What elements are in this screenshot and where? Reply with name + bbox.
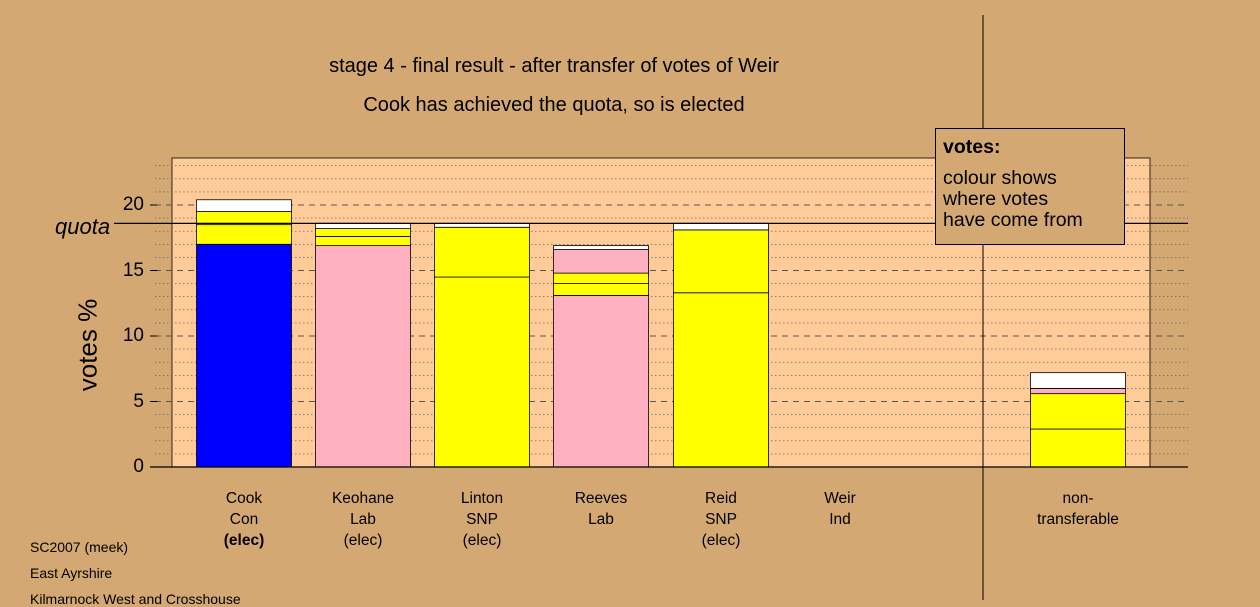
bar-segment <box>553 245 649 250</box>
quota-label: quota <box>55 214 111 239</box>
candidate-party: transferable <box>1037 511 1119 528</box>
candidate-label: non- transferable <box>1008 488 1148 530</box>
footer-line: Kilmarnock West and Crosshouse <box>30 591 241 607</box>
bar-segment <box>673 222 769 231</box>
bar-segment <box>553 272 649 284</box>
candidate-party: Con <box>229 511 259 528</box>
y-tick-label: 15 <box>122 259 144 281</box>
candidate-label: Cook Con (elec) <box>174 488 314 551</box>
bars <box>196 199 1126 468</box>
legend-box: votes: colour shows where votes have com… <box>935 128 1125 245</box>
candidate-status: (elec) <box>701 532 741 549</box>
legend-heading: votes: <box>943 136 1001 158</box>
y-tick-label: 0 <box>133 456 144 477</box>
candidate-party: Lab <box>588 511 614 528</box>
bar-segment <box>673 292 769 468</box>
y-tick-label: 20 <box>122 194 144 215</box>
bar-segment <box>673 229 769 294</box>
legend-line: colour shows <box>943 167 1057 189</box>
bar-segment <box>1030 387 1126 395</box>
chart-subtitle: Cook has achieved the quota, so is elect… <box>363 94 745 116</box>
bar-segment <box>434 226 530 278</box>
candidate-name: non- <box>1062 490 1094 507</box>
bar-segment <box>196 224 292 245</box>
bar-segment <box>315 236 411 247</box>
y-ticks <box>150 204 157 468</box>
candidate-name: Reeves <box>574 490 628 507</box>
candidate-status: (elec) <box>462 532 502 549</box>
candidate-label: Weir Ind <box>770 488 910 530</box>
legend-line: have come from <box>943 209 1083 231</box>
chart-title: stage 4 - final result - after transfer … <box>329 55 779 77</box>
y-tick-label: 5 <box>133 390 144 412</box>
candidate-label: Linton SNP (elec) <box>412 488 552 551</box>
candidate-status: (elec) <box>223 532 265 549</box>
candidate-party: Ind <box>829 511 851 528</box>
candidate-status: (elec) <box>343 532 383 549</box>
candidate-name: Keohane <box>331 490 395 507</box>
candidate-name: Reid <box>705 490 737 507</box>
y-tick-label: 10 <box>122 325 144 346</box>
bar-segment <box>553 294 649 468</box>
candidate-party: SNP <box>705 511 737 528</box>
bar-segment <box>434 276 530 468</box>
bar-segment <box>553 249 649 274</box>
bar-segment <box>315 228 411 237</box>
bar-segment <box>1030 372 1126 389</box>
candidate-name: Linton <box>460 490 504 507</box>
bar-segment <box>1030 428 1126 468</box>
candidate-label: Keohane Lab (elec) <box>293 488 433 551</box>
candidate-name: Weir <box>824 490 856 507</box>
candidate-party: Lab <box>350 511 376 528</box>
bar-segment <box>553 283 649 296</box>
footer-line: SC2007 (meek) <box>30 539 129 555</box>
candidate-name: Cook <box>225 490 263 507</box>
footer-line: East Ayrshire <box>30 565 113 581</box>
candidate-label: Reeves Lab <box>531 488 671 530</box>
candidate-label: Reid SNP (elec) <box>651 488 791 551</box>
bar-segment <box>196 243 292 468</box>
y-axis-label: votes % <box>72 298 103 392</box>
bar-segment <box>196 211 292 226</box>
bar-segment <box>315 222 411 229</box>
bar-segment <box>1030 393 1126 430</box>
legend-line: where votes <box>943 188 1049 210</box>
bar-segment <box>315 245 411 468</box>
candidate-party: SNP <box>466 511 498 528</box>
bar-segment <box>196 199 292 212</box>
